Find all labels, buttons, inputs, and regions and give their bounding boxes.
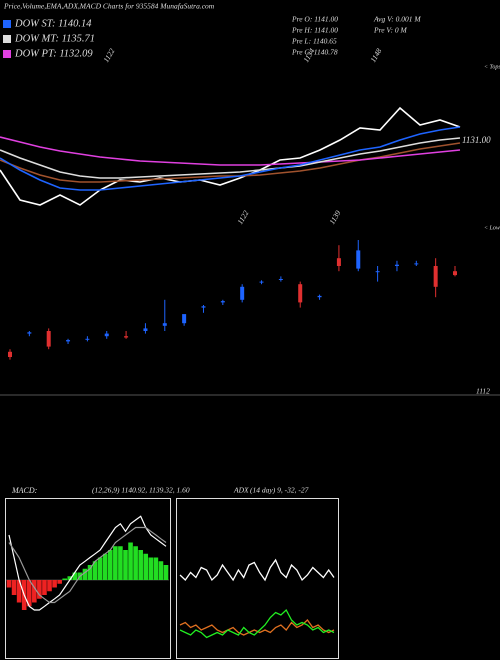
- candle-body: [356, 250, 361, 269]
- histogram-bar: [72, 572, 78, 580]
- info-text: Pre C: 1140.78: [291, 48, 338, 57]
- candle-body: [414, 263, 419, 265]
- macd-title: MACD:: [11, 486, 38, 495]
- histogram-bar: [62, 578, 68, 580]
- annotation: 1112: [476, 387, 490, 396]
- candle-body: [182, 314, 187, 324]
- candle-body: [278, 279, 283, 280]
- histogram-bar: [123, 550, 128, 580]
- macd-subtitle: (12,26,9) 1140.92, 1139.32, 1.60: [92, 486, 190, 495]
- candle-body: [124, 336, 129, 338]
- histogram-bar: [143, 553, 149, 580]
- histogram-bar: [87, 565, 93, 580]
- candle-body: [453, 271, 457, 276]
- macd-panel: [5, 498, 171, 659]
- series-line: [0, 137, 461, 179]
- candle-body: [317, 295, 322, 298]
- candle-body: [201, 306, 206, 308]
- info-text: Pre H: 1141.00: [291, 26, 338, 35]
- candle-body: [104, 333, 109, 337]
- histogram-bar: [92, 561, 98, 580]
- series-line: [8, 526, 167, 604]
- histogram-bar: [32, 580, 37, 603]
- series-line: [179, 558, 335, 582]
- series-line: [0, 142, 461, 183]
- annotation: 1139: [327, 209, 342, 226]
- histogram-bar: [148, 557, 154, 580]
- histogram-bar: [26, 580, 32, 607]
- candle-body: [298, 284, 303, 303]
- candle-body: [66, 340, 71, 342]
- annotation: < Tops: [484, 64, 500, 70]
- info-text: Pre O: 1141.00: [291, 15, 338, 24]
- series-line: [0, 136, 461, 166]
- histogram-bar: [107, 550, 113, 580]
- candle-body: [8, 351, 12, 357]
- info-text: Pre V: 0 M: [373, 26, 408, 35]
- histogram-bar: [52, 580, 57, 588]
- candle-body: [220, 301, 225, 303]
- candle-body: [336, 258, 341, 266]
- histogram-bar: [82, 568, 88, 580]
- histogram-bar: [118, 546, 123, 580]
- histogram-bar: [97, 557, 103, 580]
- histogram-bar: [42, 580, 47, 595]
- candle-body: [85, 338, 90, 340]
- histogram-bar: [16, 580, 22, 603]
- candle-body: [162, 323, 167, 326]
- histogram-bar: [113, 546, 118, 580]
- series-line: [0, 106, 461, 206]
- histogram-bar: [102, 553, 108, 580]
- annotation: 1122: [101, 47, 116, 64]
- legend-swatch: [3, 50, 11, 58]
- histogram-bar: [6, 580, 12, 588]
- histogram-bar: [128, 542, 133, 580]
- histogram-bar: [163, 565, 169, 580]
- candle-body: [375, 271, 380, 273]
- adx-title: ADX: [233, 486, 249, 495]
- histogram-bar: [11, 580, 17, 595]
- legend-label: DOW MT: 1135.71: [14, 33, 95, 44]
- histogram-bar: [57, 580, 62, 584]
- annotation: 1122: [235, 209, 250, 226]
- histogram-bar: [158, 561, 164, 580]
- chart-title: Price,Volume,EMA,ADX,MACD Charts for 935…: [3, 2, 215, 11]
- candle-body: [433, 266, 438, 287]
- histogram-bar: [138, 550, 143, 580]
- histogram-bar: [133, 546, 138, 580]
- histogram-bar: [153, 557, 159, 580]
- annotation: 1131.00: [462, 135, 491, 145]
- candle-body: [394, 264, 399, 266]
- series-line: [179, 608, 335, 639]
- info-text: Pre L: 1140.65: [291, 37, 337, 46]
- legend-label: DOW PT: 1132.09: [14, 48, 93, 59]
- adx-subtitle: (14 day) 9, -32, -27: [250, 486, 309, 495]
- histogram-bar: [67, 576, 73, 580]
- histogram-bar: [37, 580, 42, 599]
- candle-body: [27, 332, 32, 334]
- legend-label: DOW ST: 1140.14: [14, 18, 92, 29]
- series-line: [8, 515, 167, 611]
- candle-body: [240, 286, 245, 300]
- candle-body: [143, 328, 148, 331]
- series-line: [0, 126, 461, 191]
- histogram-bar: [47, 580, 52, 592]
- adx-panel: [176, 498, 339, 659]
- legend-swatch: [3, 20, 11, 28]
- candle-body: [259, 281, 264, 283]
- annotation: < Lows: [484, 225, 500, 231]
- annotation: 1148: [368, 47, 383, 64]
- candle-body: [46, 331, 51, 347]
- info-text: Avg V: 0.001 M: [373, 15, 421, 24]
- legend-swatch: [3, 35, 11, 43]
- series-line: [179, 619, 335, 636]
